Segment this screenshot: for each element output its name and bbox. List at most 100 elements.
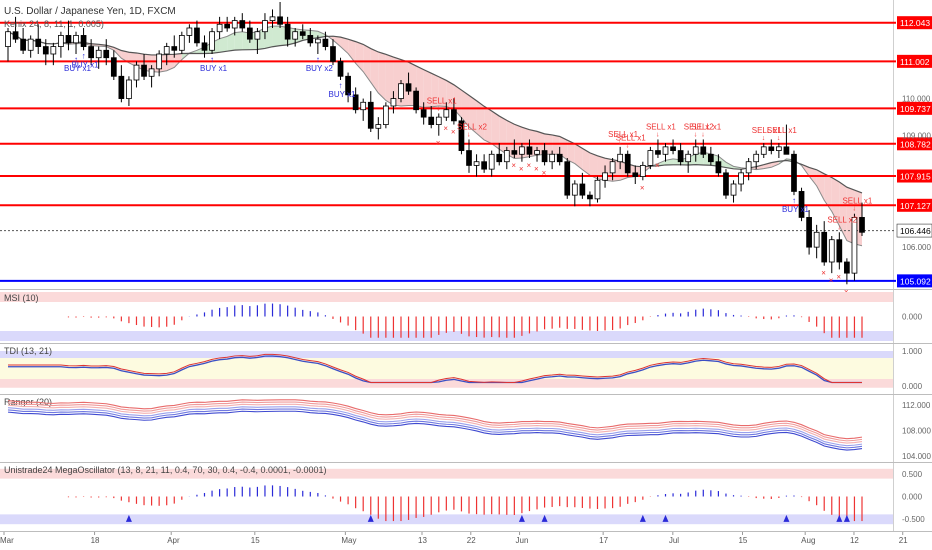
tdi-upper-band — [0, 351, 893, 360]
sell-arrow: ↓ — [694, 131, 698, 138]
candle-body — [277, 16, 283, 25]
time-tick-label: 17 — [599, 536, 608, 545]
trade-signals: ↑BUY x1↑BUY x1↑BUY x1↑BUY x2↑BUY x1↑BUY … — [64, 51, 873, 296]
buy-signal-label: BUY x1 — [72, 60, 100, 69]
cloud-segment — [839, 181, 847, 241]
sell-arrow: ↓ — [837, 224, 841, 231]
stop-marker: × — [655, 161, 660, 170]
candle-body — [398, 83, 404, 99]
ranger-band-line — [7, 403, 863, 444]
msi-lower-band — [0, 331, 893, 341]
stop-marker: × — [836, 272, 841, 281]
candle-body — [58, 35, 64, 47]
candle-body — [571, 183, 578, 196]
candle-body — [745, 161, 752, 174]
last-price-tag — [896, 223, 932, 238]
candle-body — [262, 20, 268, 33]
level-price-tag — [897, 169, 932, 183]
candle-body — [156, 53, 163, 70]
candle-body — [126, 79, 132, 99]
candle-body — [715, 161, 722, 174]
cloud-segment — [317, 31, 326, 38]
indicator-panes: MSI (10)TDI (13, 21)Ranger (20)Unistrade… — [0, 292, 893, 525]
indicator-legend: Kenix 24, 8, 11, 1, 0.005) — [4, 19, 104, 29]
price-tick-label: 106.000 — [902, 243, 931, 252]
candle-body — [20, 38, 26, 51]
level-price-label: 108.782 — [900, 139, 931, 149]
candle-body — [12, 31, 19, 40]
time-tick-label: May — [341, 536, 356, 545]
stop-marker: × — [829, 276, 834, 285]
candle-body — [451, 109, 457, 122]
cloud-segment — [378, 51, 386, 101]
candle-body — [50, 46, 57, 55]
candle-body — [443, 109, 450, 118]
candle-body — [549, 153, 555, 163]
cloud-segment — [725, 162, 734, 169]
candlesticks — [5, 2, 865, 285]
candle-body — [488, 153, 495, 170]
level-price-tag — [897, 54, 932, 68]
level-price-label: 107.127 — [900, 201, 931, 211]
candle-body — [178, 35, 185, 51]
buy-signal-label: BUY x1 — [782, 205, 810, 214]
ranger-band-line — [7, 408, 863, 449]
mega-buy-triangle — [541, 514, 548, 522]
mega-buy-triangle — [783, 514, 790, 522]
ranger-band-line — [7, 399, 863, 440]
candle-body — [844, 261, 850, 274]
stop-marker: × — [436, 139, 441, 148]
time-tick-label: 21 — [899, 536, 908, 545]
ranger-band-line — [7, 401, 863, 442]
candle-body — [292, 31, 299, 40]
mega-buy-triangle — [367, 514, 374, 522]
cloud-segment — [227, 32, 235, 52]
mega-upper-band — [0, 468, 893, 479]
candle-body — [760, 146, 767, 155]
candle-body — [602, 172, 608, 181]
time-tick-label: 13 — [418, 536, 427, 545]
cloud-segment — [340, 37, 349, 54]
stop-marker: × — [511, 161, 516, 170]
level-price-tag — [897, 274, 932, 288]
candle-body — [851, 217, 858, 274]
sell-signal-label: SELL x1 — [691, 122, 721, 131]
cloud-segment — [574, 143, 583, 170]
candle-body — [798, 191, 805, 218]
candle-body — [639, 165, 646, 177]
candle-body — [209, 31, 215, 51]
candle-body — [95, 49, 102, 59]
mega-legend: Unistrade24 MegaOscillator (13, 8, 21, 1… — [4, 465, 327, 475]
sell-arrow: ↓ — [701, 131, 705, 138]
candle-body — [322, 38, 329, 47]
time-tick-label: Apr — [167, 536, 180, 545]
mega-tick-label: -0.500 — [902, 515, 925, 524]
candle-body — [254, 31, 261, 40]
price-axis: 112.043 111.002 109.737 108.782 107.915 107.1… — [896, 16, 932, 524]
candle-body — [609, 161, 616, 174]
cloud-segment — [695, 152, 704, 165]
chart-title: U.S. Dollar / Japanese Yen, 1D, FXCM — [4, 6, 176, 17]
msi-upper-band — [0, 292, 893, 302]
candle-body — [519, 146, 525, 155]
time-axis: Mar 18 Apr 15 May 13 22 Jun 17 Jul 15 Aug 12 21 — [0, 532, 908, 545]
candle-body — [133, 64, 140, 81]
cloud-segment — [476, 100, 485, 140]
candle-body — [511, 150, 518, 155]
candle-body — [730, 183, 737, 196]
stop-marker: × — [542, 168, 547, 177]
candle-body — [828, 239, 835, 263]
mega-tick-label: 0.000 — [902, 493, 923, 502]
cloud-segment — [469, 95, 477, 134]
price-tick-label: 109.000 — [902, 132, 931, 141]
candle-body — [821, 231, 828, 263]
mega-buy-triangle — [836, 514, 843, 522]
cloud-segment — [370, 48, 379, 93]
candle-body — [813, 231, 820, 248]
candle-body — [352, 94, 359, 111]
candle-body — [246, 27, 253, 40]
tdi-tick-label: 0.000 — [902, 382, 923, 391]
msi-legend: MSI (10) — [4, 293, 39, 303]
